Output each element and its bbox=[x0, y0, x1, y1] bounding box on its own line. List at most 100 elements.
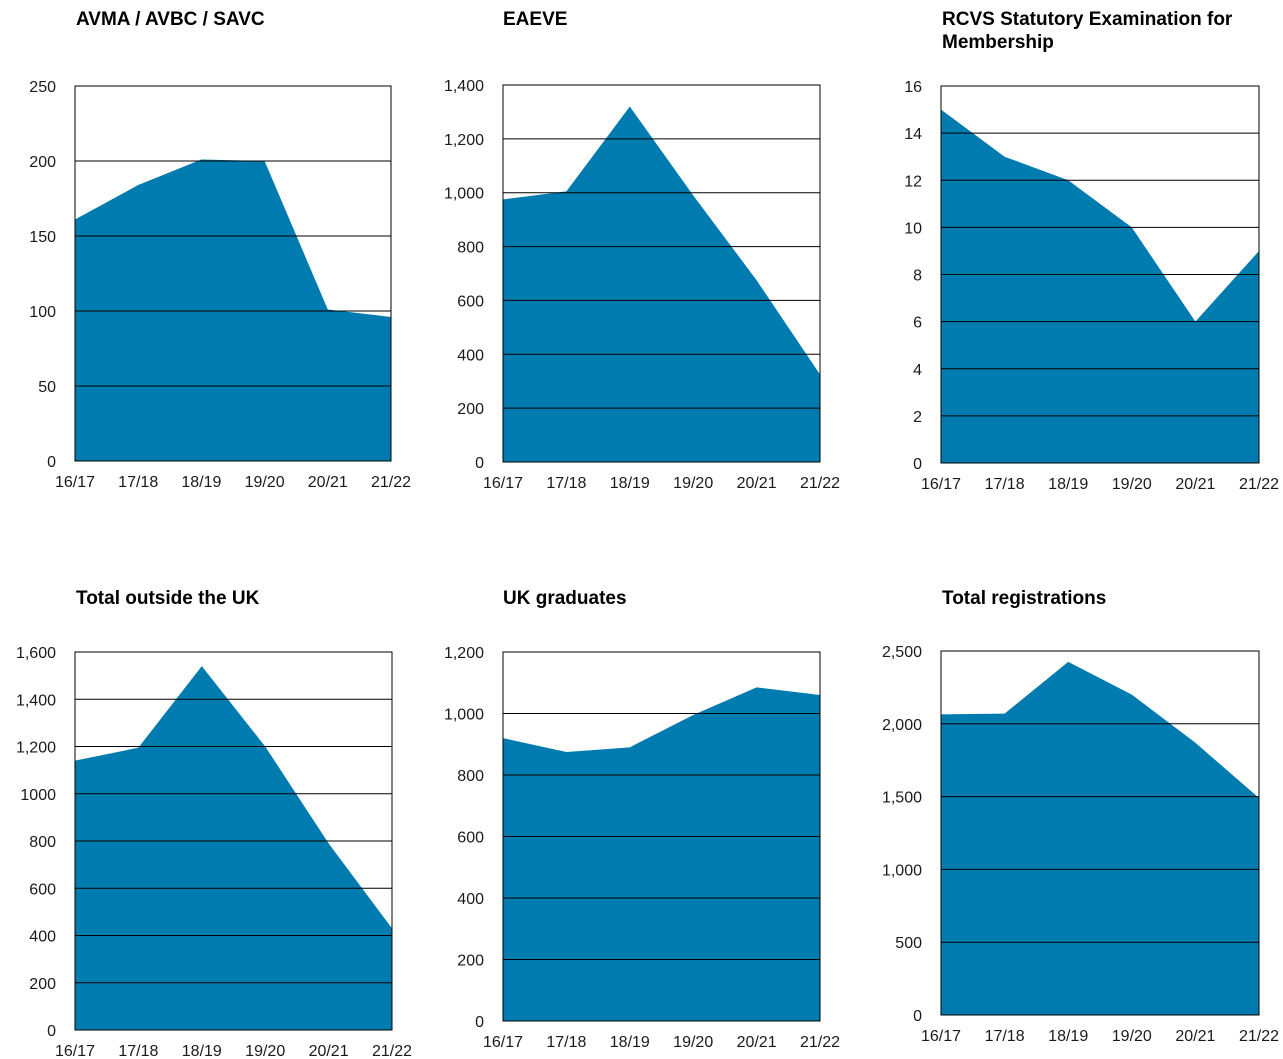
area-chart: 0 200 400 600 800 1,000 1,200 1,400 16/17 17/18 18… bbox=[444, 78, 840, 492]
x-tick-label: 20/21 bbox=[309, 1043, 349, 1059]
x-tick-label: 17/18 bbox=[985, 476, 1025, 493]
y-tick-label: 50 bbox=[38, 379, 56, 396]
area-series bbox=[503, 106, 820, 463]
y-tick-label: 1000 bbox=[20, 787, 56, 804]
y-tick-label: 1,500 bbox=[882, 790, 922, 807]
x-tick-label: 21/22 bbox=[1239, 1028, 1279, 1045]
y-tick-label: 2,000 bbox=[882, 717, 922, 734]
x-tick-label: 17/18 bbox=[118, 1043, 158, 1059]
x-tick-label: 21/22 bbox=[371, 474, 411, 491]
y-tick-label: 12 bbox=[904, 173, 922, 190]
y-tick-label: 250 bbox=[29, 79, 56, 96]
y-tick-label: 0 bbox=[913, 456, 922, 473]
y-tick-label: 200 bbox=[29, 976, 56, 993]
x-tick-label: 20/21 bbox=[1175, 1028, 1215, 1045]
x-tick-label: 17/18 bbox=[118, 474, 158, 491]
chart-title: RCVS Statutory Examination for Membershi… bbox=[942, 9, 1233, 53]
chart-title: UK graduates bbox=[503, 588, 627, 609]
x-tick-label: 17/18 bbox=[546, 1034, 586, 1051]
x-tick-label: 18/19 bbox=[1048, 476, 1088, 493]
y-tick-label: 500 bbox=[895, 935, 922, 952]
plot-border bbox=[940, 85, 1260, 464]
area-chart: 0 200 400 600 800 1000 1,200 1,400 1,600 16/17 17/… bbox=[16, 645, 412, 1059]
x-tick-label: 17/18 bbox=[546, 475, 586, 492]
x-tick-label: 18/19 bbox=[610, 1034, 650, 1051]
x-tick-label: 19/20 bbox=[1112, 1028, 1152, 1045]
plot-border bbox=[74, 651, 393, 1031]
x-tick-label: 17/18 bbox=[985, 1028, 1025, 1045]
y-tick-label: 2 bbox=[913, 409, 922, 426]
y-tick-label: 0 bbox=[475, 1014, 484, 1031]
x-tick-label: 19/20 bbox=[245, 1043, 285, 1059]
y-tick-label: 200 bbox=[457, 401, 484, 418]
x-tick-label: 21/22 bbox=[372, 1043, 412, 1059]
x-tick-label: 16/17 bbox=[55, 1043, 95, 1059]
y-tick-label: 400 bbox=[457, 347, 484, 364]
y-tick-label: 1,600 bbox=[16, 645, 56, 662]
x-tick-label: 18/19 bbox=[181, 474, 221, 491]
y-tick-label: 0 bbox=[475, 455, 484, 472]
y-tick-label: 1,000 bbox=[444, 186, 484, 203]
x-tick-label: 20/21 bbox=[737, 475, 777, 492]
y-tick-label: 150 bbox=[29, 229, 56, 246]
x-tick-label: 16/17 bbox=[55, 474, 95, 491]
x-tick-label: 16/17 bbox=[483, 475, 523, 492]
y-tick-label: 800 bbox=[457, 240, 484, 257]
area-series bbox=[941, 661, 1259, 1015]
y-tick-label: 14 bbox=[904, 126, 922, 143]
y-tick-label: 16 bbox=[904, 79, 922, 96]
chart-title: EAEVE bbox=[503, 9, 568, 30]
x-tick-label: 21/22 bbox=[800, 475, 840, 492]
chart-title: Total outside the UK bbox=[76, 588, 260, 609]
y-tick-label: 1,200 bbox=[444, 645, 484, 662]
area-series bbox=[503, 687, 820, 1021]
chart-title: Total registrations bbox=[942, 588, 1107, 609]
x-tick-label: 16/17 bbox=[483, 1034, 523, 1051]
x-tick-label: 19/20 bbox=[1112, 476, 1152, 493]
y-tick-label: 8 bbox=[913, 268, 922, 285]
y-tick-label: 800 bbox=[457, 768, 484, 785]
x-tick-label: 18/19 bbox=[182, 1043, 222, 1059]
plot-border bbox=[74, 85, 392, 462]
y-tick-label: 6 bbox=[913, 315, 922, 332]
x-tick-label: 18/19 bbox=[1048, 1028, 1088, 1045]
y-tick-label: 600 bbox=[457, 293, 484, 310]
y-tick-label: 200 bbox=[457, 953, 484, 970]
area-chart: 0 2 4 6 8 10 12 14 16 16/17 17/18 18/19 19/20 20/21 21… bbox=[904, 79, 1279, 493]
y-tick-label: 0 bbox=[913, 1008, 922, 1025]
plot-border bbox=[502, 651, 821, 1022]
y-tick-label: 400 bbox=[29, 929, 56, 946]
area-chart: 0 200 400 600 800 1,000 1,200 16/17 17/18 18/19 19… bbox=[444, 645, 840, 1051]
y-tick-label: 600 bbox=[29, 881, 56, 898]
y-tick-label: 1,400 bbox=[444, 78, 484, 95]
y-tick-label: 400 bbox=[457, 891, 484, 908]
y-tick-label: 1,000 bbox=[444, 707, 484, 724]
y-tick-label: 1,000 bbox=[882, 862, 922, 879]
area-series bbox=[941, 109, 1259, 463]
area-chart: 0 50 100 150 200 250 16/17 17/18 18/19 19/20 20/21… bbox=[29, 79, 411, 491]
x-tick-label: 20/21 bbox=[308, 474, 348, 491]
chart-title: AVMA / AVBC / SAVC bbox=[76, 9, 265, 30]
plot-border bbox=[502, 84, 821, 463]
x-tick-label: 19/20 bbox=[673, 1034, 713, 1051]
x-tick-label: 18/19 bbox=[610, 475, 650, 492]
y-tick-label: 200 bbox=[29, 154, 56, 171]
y-tick-label: 0 bbox=[47, 1023, 56, 1040]
y-tick-label: 0 bbox=[47, 454, 56, 471]
x-tick-label: 20/21 bbox=[737, 1034, 777, 1051]
x-tick-label: 19/20 bbox=[245, 474, 285, 491]
y-tick-label: 4 bbox=[913, 362, 922, 379]
x-tick-label: 21/22 bbox=[1239, 476, 1279, 493]
x-tick-label: 20/21 bbox=[1175, 476, 1215, 493]
y-tick-label: 600 bbox=[457, 830, 484, 847]
y-tick-label: 2,500 bbox=[882, 644, 922, 661]
plot-border bbox=[940, 650, 1260, 1016]
y-tick-label: 800 bbox=[29, 834, 56, 851]
y-tick-label: 1,200 bbox=[444, 132, 484, 149]
area-series bbox=[75, 666, 392, 1030]
x-tick-label: 16/17 bbox=[921, 1028, 961, 1045]
y-tick-label: 100 bbox=[29, 304, 56, 321]
x-tick-label: 21/22 bbox=[800, 1034, 840, 1051]
y-tick-label: 10 bbox=[904, 220, 922, 237]
